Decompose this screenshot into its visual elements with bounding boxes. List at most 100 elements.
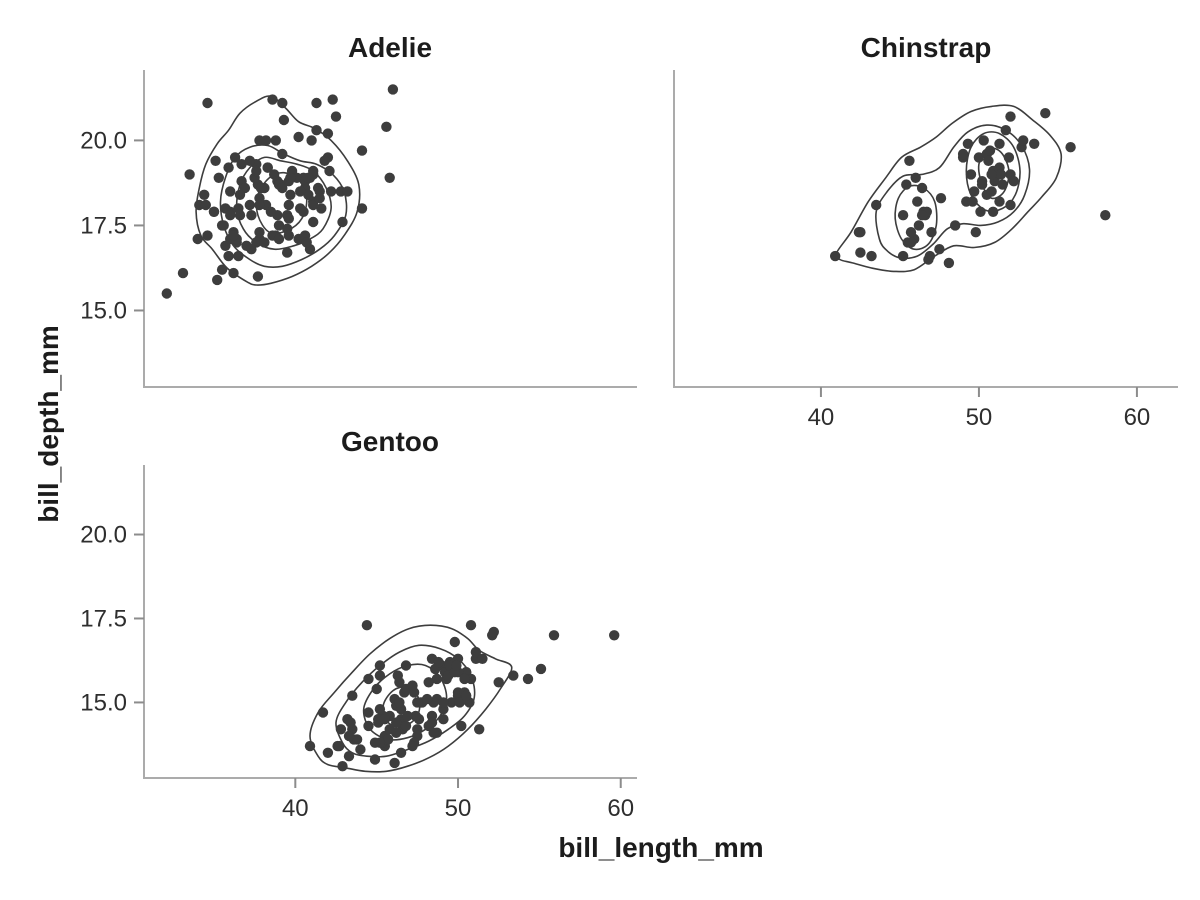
- data-point: [381, 121, 392, 132]
- data-point: [855, 247, 866, 258]
- data-point: [995, 169, 1007, 180]
- data-point: [1000, 125, 1011, 136]
- data-point: [438, 714, 449, 725]
- data-point: [337, 216, 348, 228]
- data-point: [234, 189, 246, 200]
- data-point: [308, 199, 319, 211]
- data-point: [208, 206, 220, 217]
- data-point: [192, 233, 203, 245]
- data-point: [246, 210, 257, 221]
- density-contour: [835, 104, 1063, 273]
- density-contour: [875, 124, 1031, 259]
- data-point: [1008, 176, 1019, 187]
- data-point: [210, 155, 221, 166]
- data-point: [330, 111, 342, 122]
- data-point: [474, 724, 485, 735]
- data-point: [161, 288, 172, 299]
- data-point: [327, 94, 338, 105]
- facet-adelie: 15.0 17.5 20.0: [80, 70, 637, 388]
- data-point: [905, 237, 917, 248]
- x-tick-label: 50: [966, 404, 993, 431]
- data-point: [389, 757, 400, 769]
- data-point: [202, 230, 213, 241]
- data-point: [1065, 142, 1076, 153]
- data-point: [283, 230, 294, 241]
- data-point: [343, 751, 355, 762]
- data-point: [233, 203, 244, 214]
- data-point: [508, 670, 519, 681]
- data-point: [322, 128, 334, 139]
- data-point: [459, 673, 470, 685]
- data-point: [260, 135, 272, 146]
- data-point: [465, 620, 477, 631]
- data-point: [363, 720, 374, 732]
- data-point: [407, 740, 418, 752]
- data-point: [967, 196, 978, 207]
- data-point: [391, 727, 402, 738]
- data-point: [421, 693, 433, 705]
- data-point: [394, 677, 405, 688]
- data-point: [347, 690, 358, 701]
- facet-title-chinstrap: Chinstrap: [860, 32, 992, 63]
- data-point: [910, 172, 921, 183]
- data-point: [1005, 111, 1016, 122]
- data-point: [994, 138, 1005, 149]
- data-point: [470, 646, 482, 658]
- data-point: [984, 145, 996, 156]
- data-point: [1003, 152, 1015, 163]
- data-point: [412, 697, 423, 708]
- data-point: [978, 135, 989, 146]
- data-point: [177, 267, 189, 279]
- data-point: [252, 271, 264, 282]
- data-point: [295, 186, 306, 197]
- data-point: [278, 114, 290, 126]
- data-point: [904, 155, 915, 166]
- data-point: [855, 227, 866, 238]
- x-axis-label: bill_length_mm: [558, 832, 764, 863]
- data-point: [913, 220, 925, 231]
- data-point: [975, 206, 986, 217]
- density-contour: [195, 95, 361, 286]
- data-point: [282, 247, 293, 258]
- data-point: [317, 707, 329, 718]
- data-point: [244, 199, 255, 211]
- data-point: [897, 250, 909, 262]
- data-point: [267, 94, 278, 105]
- data-point: [983, 155, 994, 166]
- data-point: [431, 673, 443, 685]
- data-point: [283, 199, 294, 211]
- facet-title-gentoo: Gentoo: [341, 426, 439, 457]
- data-point: [912, 196, 923, 207]
- data-point: [255, 182, 267, 194]
- data-point: [314, 193, 325, 204]
- data-point: [866, 250, 877, 262]
- data-point: [262, 162, 273, 173]
- data-point: [446, 697, 457, 708]
- data-point: [273, 220, 285, 231]
- data-point: [535, 663, 547, 675]
- data-point: [251, 165, 262, 177]
- y-tick-label: 20.0: [80, 522, 127, 549]
- data-point: [897, 210, 909, 221]
- data-point: [277, 97, 288, 109]
- density-contour: [219, 144, 348, 268]
- data-point: [306, 135, 317, 146]
- x-tick-label: 40: [808, 404, 835, 431]
- data-point: [298, 206, 309, 217]
- data-point: [830, 250, 841, 262]
- data-point: [451, 660, 462, 671]
- data-point: [342, 186, 353, 197]
- data-point: [285, 172, 296, 183]
- data-point: [916, 182, 928, 194]
- data-point: [259, 237, 270, 248]
- data-point: [311, 97, 322, 109]
- data-point: [254, 227, 265, 238]
- data-point: [285, 189, 296, 200]
- data-point: [212, 274, 223, 286]
- data-point: [277, 148, 288, 160]
- data-point: [965, 169, 977, 180]
- data-point: [369, 754, 381, 765]
- data-point: [324, 165, 335, 177]
- density-contour: [309, 624, 513, 773]
